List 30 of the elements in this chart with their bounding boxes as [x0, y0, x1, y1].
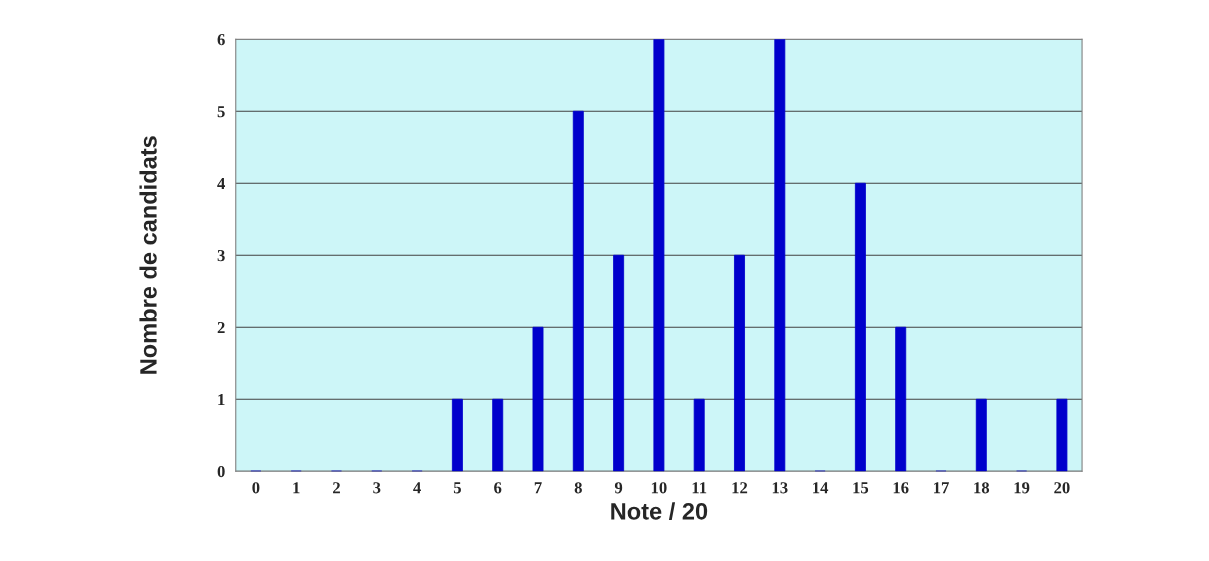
x-tick-label: 12	[732, 482, 748, 494]
x-tick-label: 8	[574, 482, 582, 494]
y-tick-label: 1	[218, 394, 225, 406]
x-tick-label: 16	[893, 482, 909, 494]
x-tick-label: 7	[534, 482, 542, 494]
x-tick-label: 18	[974, 482, 990, 494]
y-tick-label: 3	[217, 250, 225, 262]
x-axis-title: Note / 20	[611, 502, 708, 520]
x-tick-label: 10	[651, 482, 667, 494]
y-axis-title: Nombre de candidats	[139, 136, 157, 374]
x-tick-label: 19	[1014, 482, 1030, 494]
x-tick-label: 14	[813, 482, 829, 494]
x-tick-label: 4	[413, 482, 421, 494]
x-tick-label: 17	[934, 482, 949, 494]
x-tick-label: 15	[853, 482, 869, 494]
x-tick-label: 2	[333, 482, 340, 494]
y-tick-label: 4	[217, 178, 226, 190]
x-tick-label: 20	[1054, 482, 1070, 494]
x-tick-label: 9	[614, 482, 623, 494]
y-tick-label: 0	[217, 465, 225, 478]
x-tick-label: 1	[293, 482, 300, 494]
x-tick-label: 11	[692, 482, 707, 494]
x-tick-label: 0	[252, 482, 260, 494]
y-tick-label: 5	[217, 106, 225, 118]
y-tick-label: 6	[217, 34, 225, 46]
x-tick-label: 6	[494, 482, 502, 494]
x-tick-label: 13	[772, 482, 788, 494]
y-tick-label: 2	[217, 322, 225, 334]
x-tick-label: 5	[453, 482, 461, 494]
x-tick-label: 3	[373, 482, 381, 494]
